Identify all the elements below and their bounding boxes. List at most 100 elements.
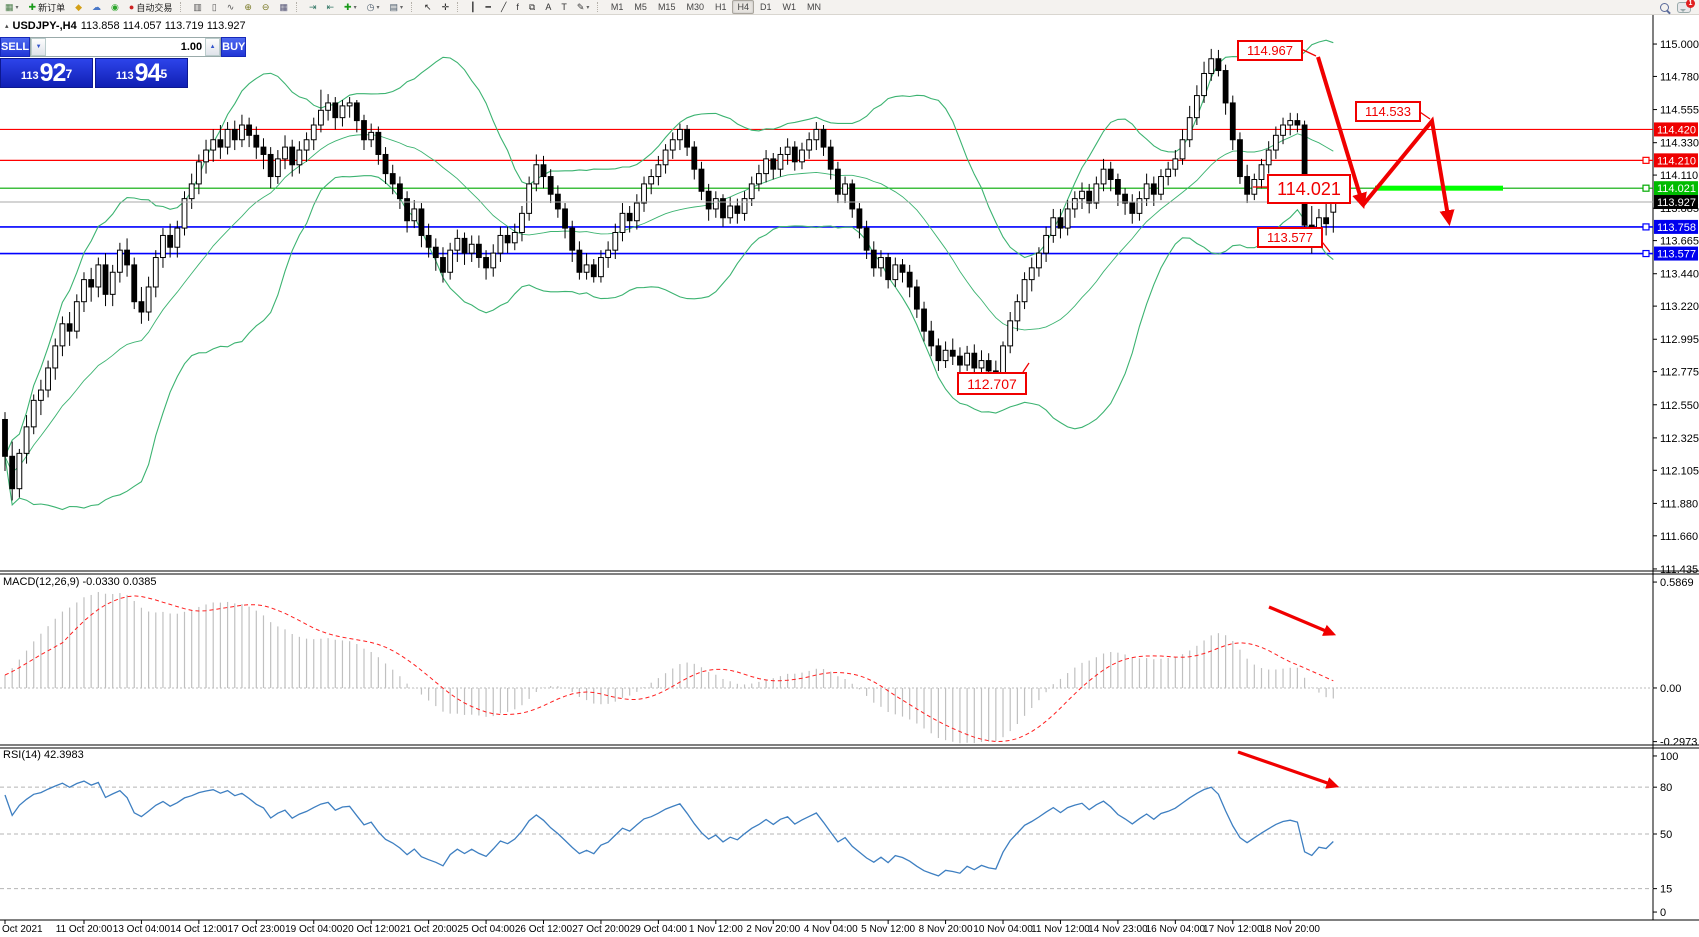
vertical-line-button[interactable]: ┃	[466, 0, 479, 14]
autotrading-icon: ●	[128, 2, 135, 12]
svg-text:17 Nov 12:00: 17 Nov 12:00	[1203, 924, 1263, 935]
new-order-button[interactable]: ✚ 新订单	[25, 0, 70, 14]
svg-text:112.550: 112.550	[1660, 400, 1699, 412]
time-axis: Oct 2021 11 Oct 20:00 13 Oct 04:00 14 Oct 1…	[2, 920, 1320, 935]
text-button[interactable]: A	[541, 0, 555, 14]
buy-button[interactable]: BUY	[221, 37, 247, 57]
price-callout[interactable]: 112.707	[957, 372, 1027, 395]
svg-text:114.210: 114.210	[1657, 155, 1696, 167]
new-order-icon: ✚	[28, 2, 37, 12]
svg-text:113.577: 113.577	[1657, 249, 1696, 261]
tile-windows-button[interactable]: ▦	[275, 0, 292, 14]
fibonacci-icon: f	[516, 2, 519, 12]
crosshair-button[interactable]: ✛	[438, 0, 454, 14]
timeframe-m30-button[interactable]: M30	[686, 2, 704, 12]
chat-icon[interactable]: 1	[1677, 0, 1695, 13]
svg-text:100: 100	[1660, 751, 1678, 763]
svg-text:113.665: 113.665	[1660, 236, 1699, 248]
svg-text:0.5869: 0.5869	[1660, 577, 1694, 589]
timeframe-h4-button[interactable]: H4	[732, 0, 754, 14]
svg-text:111.880: 111.880	[1660, 498, 1698, 510]
trend-annotations[interactable]	[1022, 47, 1503, 789]
svg-text:11 Nov 12:00: 11 Nov 12:00	[1031, 924, 1090, 935]
shapes-button[interactable]: ✎ ▾	[573, 0, 594, 14]
price-callout[interactable]: 113.577	[1257, 227, 1323, 248]
eraser-button[interactable]: ◆	[71, 0, 86, 14]
svg-text:113.440: 113.440	[1660, 269, 1699, 281]
toolbar: ▦ ▾ ✚ 新订单 ◆ ☁ ◉ ● 自动交易 ▥ ▯ ∿ ⊕ ⊖ ▦ ⇥ ⇤ ✚ ▾ ◷ ▾ ▤ ▾ ↖ ✛ ┃ ━ ╱ f ⧉ A T ✎ ▾ M…	[0, 0, 1699, 15]
svg-text:1 Nov 12:00: 1 Nov 12:00	[689, 924, 743, 935]
dropdown-arrow-icon: ▾	[400, 4, 404, 11]
crosshair-icon: ✛	[441, 2, 450, 12]
timeframe-m1-button[interactable]: M1	[610, 2, 624, 12]
bid-price-button[interactable]: 113 92 7	[0, 58, 93, 88]
volume-input[interactable]	[46, 38, 206, 56]
sell-button[interactable]: SELL	[0, 37, 31, 57]
timeframe-w1-button[interactable]: W1	[782, 2, 797, 12]
svg-text:2 Nov 20:00: 2 Nov 20:00	[746, 924, 800, 935]
svg-text:114.110: 114.110	[1660, 170, 1698, 182]
indicators-button[interactable]: ✚ ▾	[340, 0, 361, 14]
rsi-indicator	[0, 780, 1653, 890]
timeframe-h1-button[interactable]: H1	[714, 2, 727, 12]
dropdown-arrow-icon: ▾	[353, 4, 357, 11]
line-chart-button[interactable]: ∿	[223, 0, 239, 14]
svg-text:14 Nov 23:00: 14 Nov 23:00	[1088, 924, 1148, 935]
trendline-icon: ╱	[500, 2, 507, 12]
svg-text:15: 15	[1660, 884, 1672, 896]
volume-decrease-button[interactable]: ▼	[31, 38, 47, 56]
timeframe-d1-button[interactable]: D1	[760, 2, 772, 12]
svg-text:0.00: 0.00	[1660, 683, 1681, 695]
svg-text:114.555: 114.555	[1660, 105, 1699, 117]
candlestick-chart-button[interactable]: ▯	[208, 0, 221, 14]
one-click-trade-panel: SELL ▼ ▲ BUY 113 92 7 113 94 5	[0, 37, 247, 88]
dropdown-arrow-icon: ▾	[15, 4, 19, 11]
new-chart-button[interactable]: ▦ ▾	[1, 0, 23, 14]
dropdown-arrow-icon: ▾	[586, 4, 590, 11]
price-callout[interactable]: 114.533	[1355, 101, 1421, 122]
timeframe-m15-button[interactable]: M15	[657, 2, 676, 12]
svg-text:13 Oct 04:00: 13 Oct 04:00	[113, 924, 171, 935]
volume-increase-button[interactable]: ▲	[205, 38, 221, 56]
svg-text:50: 50	[1660, 829, 1672, 841]
price-callout[interactable]: 114.967	[1237, 40, 1303, 61]
bar-chart-button[interactable]: ▥	[189, 0, 206, 14]
label-icon: T	[561, 2, 567, 12]
community-button[interactable]: ☁	[88, 0, 105, 14]
grid-icon: ⧉	[528, 2, 536, 12]
autotrading-button[interactable]: ● 自动交易	[125, 0, 176, 14]
signals-button[interactable]: ◉	[107, 0, 123, 14]
dropdown-arrow-icon: ▾	[376, 4, 380, 11]
text-icon: A	[545, 2, 552, 12]
zoom-in-button[interactable]: ⊕	[240, 0, 256, 14]
periods-button[interactable]: ◷ ▾	[363, 0, 384, 14]
svg-text:112.105: 112.105	[1660, 465, 1699, 477]
horizontal-line-button[interactable]: ━	[482, 0, 495, 14]
chart-title: ▴ USDJPY-,H4 113.858 114.057 113.719 113…	[5, 20, 246, 32]
tile-windows-icon: ▦	[279, 2, 288, 12]
price-callout[interactable]: 114.021	[1267, 174, 1351, 204]
cursor-button[interactable]: ↖	[420, 0, 436, 14]
cursor-icon: ↖	[424, 2, 432, 12]
label-button[interactable]: T	[557, 0, 571, 14]
svg-text:21 Oct 20:00: 21 Oct 20:00	[400, 924, 458, 935]
search-icon[interactable]	[1660, 2, 1669, 12]
trendline-button[interactable]: ╱	[497, 0, 510, 14]
ask-price-button[interactable]: 113 94 5	[95, 58, 188, 88]
horizontal-line-objects[interactable]	[0, 128, 1653, 255]
zoom-out-button[interactable]: ⊖	[258, 0, 274, 14]
fibonacci-button[interactable]: f	[512, 0, 523, 14]
templates-button[interactable]: ▤ ▾	[385, 0, 407, 14]
horizontal-line-icon: ━	[485, 2, 491, 12]
timeframe-m5-button[interactable]: M5	[634, 2, 647, 12]
timeframe-mn-button[interactable]: MN	[807, 2, 822, 12]
new-chart-icon: ▦	[5, 2, 14, 12]
chart-shift-button[interactable]: ⇤	[323, 0, 339, 14]
macd-label: MACD(12,26,9) -0.0330 0.0385	[3, 576, 157, 588]
price-axis: 115.000114.780114.555114.330114.110113.8…	[1653, 39, 1699, 919]
auto-scroll-button[interactable]: ⇥	[305, 0, 321, 14]
zoom-out-icon: ⊖	[261, 2, 270, 12]
grid-button[interactable]: ⧉	[525, 0, 539, 14]
svg-text:Oct 2021: Oct 2021	[2, 924, 43, 935]
